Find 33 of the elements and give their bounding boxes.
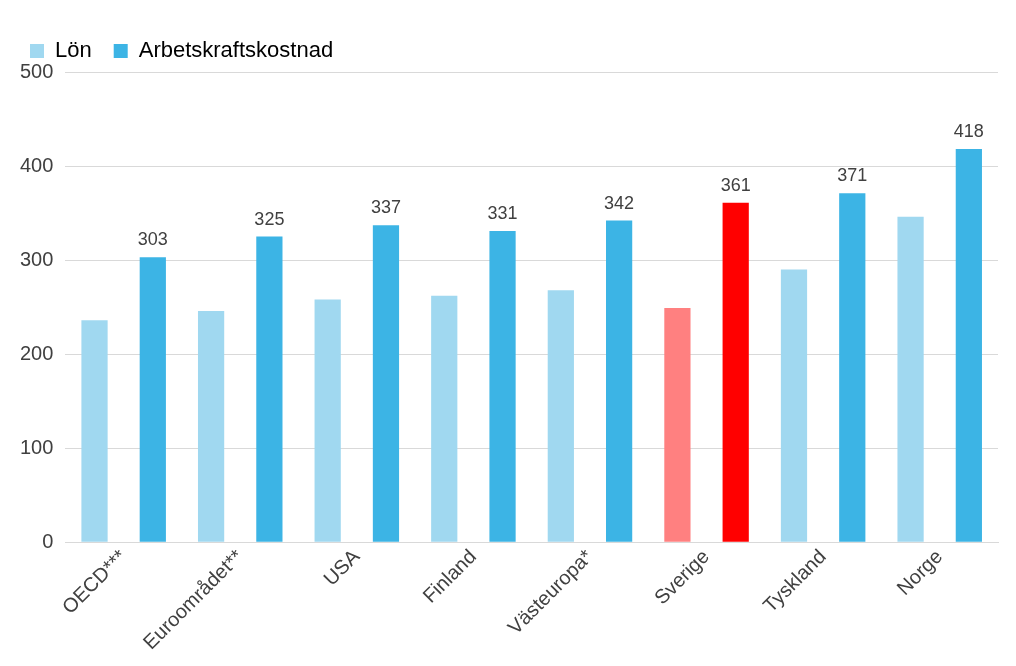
bar — [547, 290, 574, 542]
data-label: 331 — [487, 202, 518, 223]
y-tick-label: 500 — [19, 59, 54, 82]
bar — [722, 202, 749, 542]
bar — [256, 236, 283, 542]
data-label: 337 — [370, 197, 401, 218]
bar — [780, 269, 808, 542]
data-label: 361 — [720, 174, 751, 195]
data-label: 303 — [137, 229, 168, 250]
bar — [839, 193, 866, 542]
bar — [664, 308, 691, 542]
bar — [897, 216, 924, 542]
bar — [955, 149, 982, 542]
bar — [489, 230, 516, 542]
legend-label: Arbetskraftskostnad — [138, 37, 334, 63]
data-label: 371 — [837, 165, 868, 186]
bar — [197, 310, 225, 542]
y-tick-label: 400 — [19, 153, 54, 176]
bar — [431, 295, 458, 542]
y-tick-label: 0 — [42, 529, 54, 552]
data-label: 325 — [254, 208, 285, 229]
y-tick-label: 100 — [19, 435, 54, 458]
bar — [606, 220, 633, 542]
data-label: 342 — [604, 192, 635, 213]
bar — [372, 225, 400, 542]
legend-label: Lön — [55, 37, 92, 63]
x-tick-label: USA — [318, 544, 365, 590]
bar — [81, 320, 108, 542]
y-tick-label: 300 — [19, 247, 54, 270]
data-label: 418 — [953, 121, 984, 142]
bar — [139, 257, 166, 542]
bar — [314, 299, 341, 542]
y-tick-label: 200 — [19, 341, 54, 364]
